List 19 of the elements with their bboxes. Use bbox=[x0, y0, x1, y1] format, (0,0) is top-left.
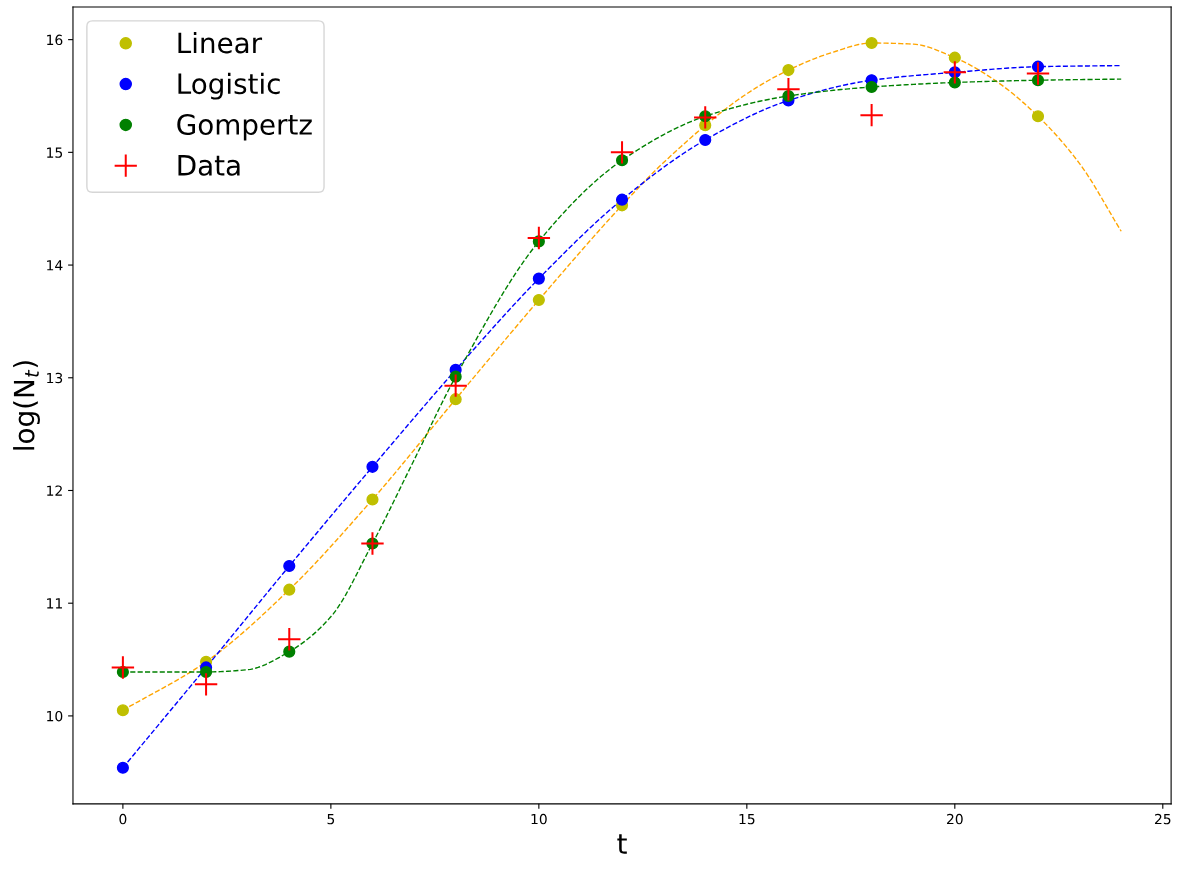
y-tick-label: 10 bbox=[47, 710, 63, 722]
x-tick-label: 15 bbox=[739, 813, 755, 825]
x-tick-label: 20 bbox=[947, 813, 963, 825]
y-tick-label: 14 bbox=[47, 260, 63, 271]
y-tick-label: 13 bbox=[47, 372, 63, 384]
y-tick-label: 12 bbox=[47, 485, 62, 496]
x-tick-label: 25 bbox=[1154, 813, 1171, 825]
y-tick-label: 16 bbox=[47, 34, 63, 46]
y-tick-label: 15 bbox=[47, 147, 63, 158]
x-tick-label: 10 bbox=[531, 813, 547, 825]
x-tick-label: 5 bbox=[327, 813, 335, 825]
x-tick-label: 0 bbox=[119, 813, 127, 825]
x-axis-title: t bbox=[617, 834, 627, 854]
y-tick-label: 11 bbox=[47, 598, 62, 609]
legend-label: Logistic bbox=[178, 72, 280, 100]
y-axis-title: log(N$_{t}$) bbox=[13, 361, 40, 450]
legend-label: Gompertz bbox=[177, 113, 312, 141]
legend-label: Data bbox=[178, 155, 240, 176]
legend-label: Linear bbox=[178, 31, 263, 54]
